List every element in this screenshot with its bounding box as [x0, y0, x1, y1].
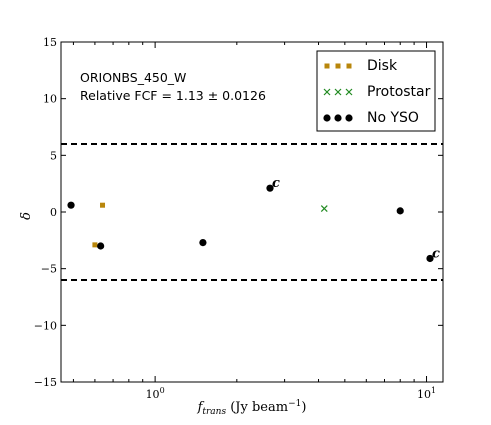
y-tick-label-4: −5: [41, 263, 57, 276]
legend-marker-0-1: [335, 63, 341, 69]
legend-marker-1-2: [345, 88, 353, 96]
x-axis-label-f: f: [197, 400, 205, 415]
point-no-yso-0: [67, 201, 75, 209]
y-tick-label-5: −10: [34, 319, 57, 332]
point-label-2-5: c: [432, 246, 440, 261]
annotation: ORIONBS_450_W Relative FCF = 1.13 ± 0.01…: [80, 70, 266, 103]
point-no-yso-4: [396, 207, 404, 215]
point-no-yso-5: [426, 254, 434, 263]
axis-ticks: 15 10 5 0 −5 −10 −15 100 101: [34, 36, 443, 401]
x-axis-label-exp: −1: [288, 399, 301, 409]
point-disk-0: [100, 202, 106, 208]
y-tick-label-1: 10: [43, 93, 57, 106]
legend-marker-0-2: [346, 63, 352, 69]
x-tick-label-0: 100: [146, 386, 165, 401]
legend-marker-2-2: [345, 114, 353, 122]
legend-marker-1-1: [334, 88, 342, 96]
legend-marker-0-0: [324, 63, 330, 69]
legend-markers: [323, 63, 353, 122]
x-axis-label: ftrans (Jy beam−1): [197, 399, 307, 417]
legend: Disk Protostar No YSO: [316, 50, 436, 132]
legend-label-disk: Disk: [367, 58, 398, 74]
legend-marker-2-0: [323, 114, 331, 122]
legend-label-no-yso: No YSO: [367, 110, 419, 126]
y-tick-label-3: 0: [50, 206, 57, 219]
y-axis-label: δ: [19, 212, 34, 220]
plot-frame: [60, 41, 444, 383]
annotation-title: ORIONBS_450_W: [80, 70, 186, 85]
point-label-2-3: c: [272, 176, 280, 191]
point-disk-1: [92, 242, 98, 248]
annotation-fcf: Relative FCF = 1.13 ± 0.0126: [80, 88, 266, 103]
x-axis-label-unit: (Jy beam: [226, 400, 288, 415]
data-marks: cc: [67, 176, 440, 263]
legend-marker-1-0: [323, 88, 331, 96]
x-axis-label-sub: trans: [202, 407, 226, 417]
x-axis-label-close: ): [301, 400, 306, 415]
point-protostar-0: [320, 205, 328, 213]
reference-lines: [61, 143, 443, 281]
x-tick-label-1: 101: [417, 386, 436, 401]
legend-label-protostar: Protostar: [367, 84, 431, 100]
y-tick-label-6: −15: [34, 376, 57, 389]
y-tick-label-0: 15: [43, 36, 57, 49]
point-no-yso-1: [97, 242, 105, 250]
point-no-yso-3: [266, 184, 274, 192]
point-no-yso-2: [199, 239, 207, 247]
y-tick-label-2: 5: [50, 149, 57, 162]
legend-marker-2-1: [334, 114, 342, 122]
